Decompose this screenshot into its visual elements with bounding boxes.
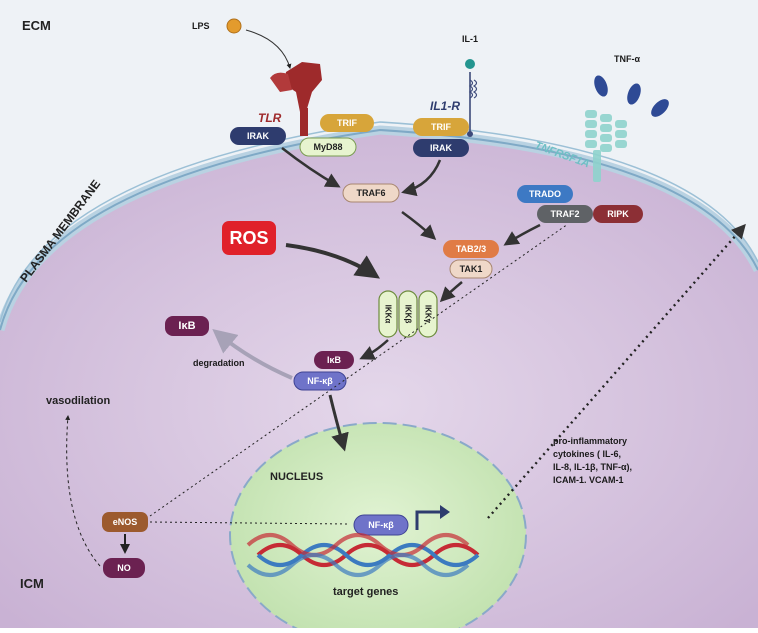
nfkb-nuc-node [353,514,409,536]
irak-il1-node [413,139,469,157]
traf2-label: TRAF2 [551,209,580,219]
ikka-node [378,290,398,338]
lps-arrow [245,29,292,69]
ripk-node [593,205,643,223]
tak1-node [449,259,493,279]
cytokines-line-1: pro-inflammatory [553,436,627,446]
ikka-label: IKKα [384,305,393,324]
no-node [103,558,145,578]
traf6-label: TRAF6 [357,188,386,198]
cytokines-label: pro-inflammatory cytokines ( IL-6, IL-8,… [553,436,635,485]
ikk-to-ikb-arrow [359,339,389,360]
traf6-node [342,183,400,203]
trif-il1-node [413,118,469,136]
cytokines-line-3: IL-8, IL-1β, TNF-α), [553,462,632,472]
cytokines-line-2: cytokines ( IL-6, [553,449,621,459]
ikb-bound-label: IκB [327,355,342,365]
trado-node [517,185,573,203]
il1-receptor-icon [467,72,478,137]
tab23-label: TAB2/3 [456,244,486,254]
cell-cytoplasm [0,130,758,628]
il1-label: IL-1 [462,34,478,44]
irak-tlr-node [230,127,286,145]
tnf-label: TNF-α [614,54,640,64]
tlr-label: TLR [258,111,282,125]
enos-node [102,512,148,532]
traf6-to-tab-arrow [401,210,437,241]
ikk-complex: IKKα IKKβ IKKγ [378,290,438,338]
nfkb-to-nucleus-arrow [328,394,349,452]
icm-label: ICM [20,576,44,591]
tak1-label: TAK1 [460,264,483,274]
trif-tlr-node [320,114,374,132]
lps-icon [226,18,242,34]
no-to-vasodilation-arrow [65,415,101,567]
nfkb-cyto-label: NF-κβ [307,376,333,386]
degradation-arrow [212,328,293,380]
ros-label: ROS [229,228,268,248]
tab23-node [443,240,499,258]
il1r-label: IL1-R [430,99,460,113]
lps-label: LPS [192,21,210,31]
target-genes-label: target genes [333,586,398,598]
ikb-free-label: IκB [178,320,195,332]
enos-to-nfkb-dotted [149,521,351,525]
traf2-to-tab-arrow [503,223,541,246]
ikkb-label: IKKβ [404,305,413,324]
tnfrsf1a-receptor-icon [585,110,627,182]
trif-il1-label: TRIF [431,122,451,132]
ikky-label: IKKγ [424,305,433,324]
ecm-label: ECM [22,18,51,33]
ikky-node [418,290,438,338]
tak1-to-ikk-arrow [439,281,463,303]
ikb-bound-node [314,351,354,369]
tnf-trimer-icon [594,75,608,97]
transcription-start-icon [415,510,440,530]
nfkb-nuc-label: NF-κβ [368,520,394,530]
tlr-receptor-icon [270,62,322,136]
plasma-membrane-line [0,128,758,331]
trif-tlr-label: TRIF [337,118,357,128]
il1-to-traf6-arrow [401,159,442,197]
ros-node [222,221,276,255]
irak-tlr-label: IRAK [247,131,269,141]
tnf-trimer-icon [651,99,669,117]
transcription-arrow-icon [440,505,450,519]
traf2-node [537,205,593,223]
trado-label: TRADO [529,189,561,199]
ros-to-ikk-arrow [285,243,380,279]
no-label: NO [117,563,131,573]
irak-to-traf6-arrow [281,147,341,188]
nfkb-cyto-node [293,371,347,391]
ikkb-node [398,290,418,338]
cytokines-line-4: ICAM-1. VCAM-1 [553,475,624,485]
il1-icon [465,59,475,69]
degradation-label: degradation [193,358,245,368]
ripk-label: RIPK [607,209,629,219]
enos-label: eNOS [113,517,138,527]
myd88-node [299,137,357,157]
nucleus-label: NUCLEUS [270,471,323,483]
plasma-membrane-line-2 [0,121,758,323]
myd88-label: MyD88 [313,142,342,152]
tnf-trimer-icon [627,83,641,105]
dna-helix-icon [246,533,480,577]
ikb-free-node [165,316,209,336]
vasodilation-label: vasodilation [46,395,110,407]
irak-il1-label: IRAK [430,143,452,153]
